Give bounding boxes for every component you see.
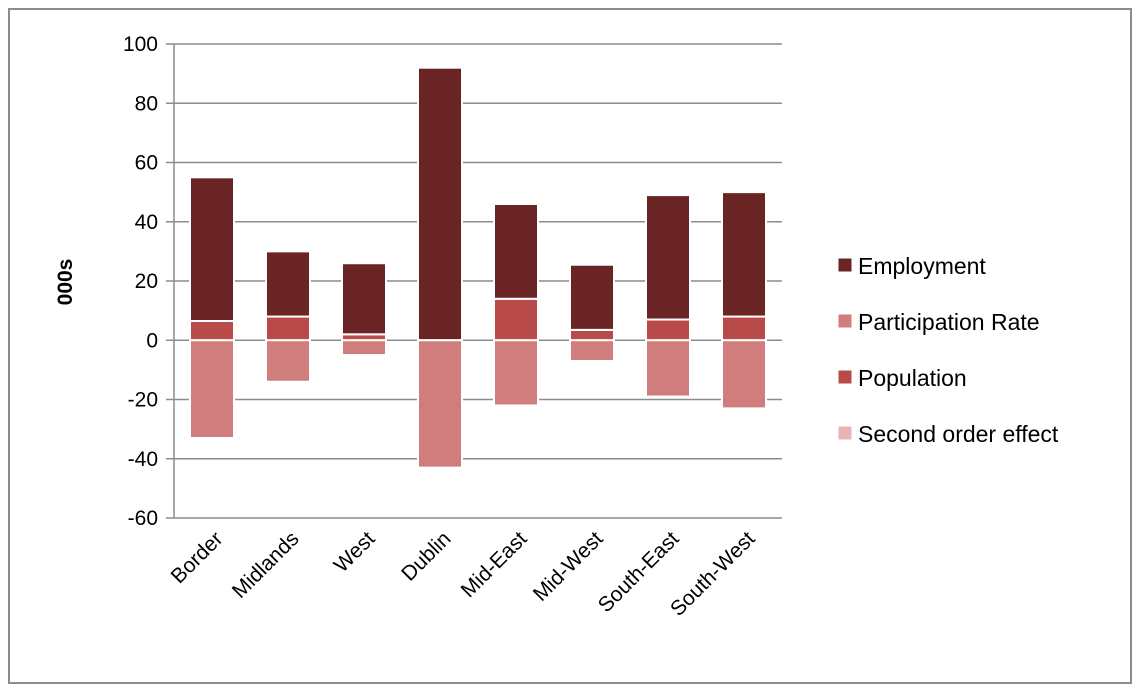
y-tick-label: 0 bbox=[146, 329, 158, 352]
y-tick-label: -40 bbox=[128, 448, 158, 471]
bar-employment bbox=[569, 263, 615, 331]
x-category-label: Mid-East bbox=[457, 527, 532, 602]
bar-employment bbox=[721, 191, 767, 318]
bar-participation-rate bbox=[417, 339, 463, 469]
y-tick-labels: 100 80 60 40 20 0 -20 -40 -60 bbox=[123, 33, 158, 530]
bar-population bbox=[721, 315, 767, 342]
y-tick-label: 40 bbox=[135, 211, 158, 234]
y-tick-label: -60 bbox=[128, 507, 158, 530]
legend-swatch bbox=[837, 425, 853, 441]
bar-participation-rate bbox=[645, 339, 691, 398]
y-tick-label: 80 bbox=[135, 92, 158, 115]
legend: Employment Participation Rate Population Se… bbox=[837, 253, 1059, 447]
bars bbox=[189, 66, 767, 469]
bar-employment bbox=[341, 262, 387, 336]
bar-participation-rate bbox=[493, 339, 539, 407]
bar-employment bbox=[493, 202, 539, 300]
bar-participation-rate bbox=[189, 339, 235, 440]
bar-participation-rate bbox=[721, 339, 767, 410]
x-category-label: Border bbox=[167, 527, 228, 588]
x-category-label: West bbox=[330, 527, 380, 577]
y-tick-label: 60 bbox=[135, 152, 158, 175]
bar-population bbox=[645, 318, 691, 342]
bar-population bbox=[493, 297, 539, 342]
y-tick-label: -20 bbox=[128, 389, 158, 412]
legend-label: Employment bbox=[858, 253, 986, 279]
legend-swatch bbox=[837, 313, 853, 329]
bar-employment bbox=[645, 194, 691, 321]
bar-participation-rate bbox=[265, 339, 311, 383]
bar-population bbox=[265, 315, 311, 342]
x-category-label: Mid-West bbox=[529, 527, 608, 606]
legend-label: Second order effect bbox=[858, 421, 1059, 447]
bar-population bbox=[189, 319, 235, 342]
bar-population bbox=[569, 328, 615, 342]
legend-label: Participation Rate bbox=[858, 309, 1040, 335]
y-tick-label: 100 bbox=[123, 33, 158, 56]
x-category-labels: Border Midlands West Dublin Mid-EastMid-West… bbox=[167, 527, 760, 621]
y-tick-label: 20 bbox=[135, 270, 158, 293]
bar-participation-rate bbox=[341, 339, 387, 357]
legend-swatch bbox=[837, 257, 853, 273]
bar-employment bbox=[189, 176, 235, 322]
bar-employment bbox=[265, 250, 311, 318]
bar-participation-rate bbox=[569, 339, 615, 362]
x-category-label: Dublin bbox=[397, 527, 455, 585]
x-category-label: Midlands bbox=[228, 527, 304, 603]
legend-label: Population bbox=[858, 365, 967, 391]
y-axis-title: 000s bbox=[54, 259, 77, 306]
bar-employment bbox=[417, 66, 463, 342]
legend-swatch bbox=[837, 369, 853, 385]
